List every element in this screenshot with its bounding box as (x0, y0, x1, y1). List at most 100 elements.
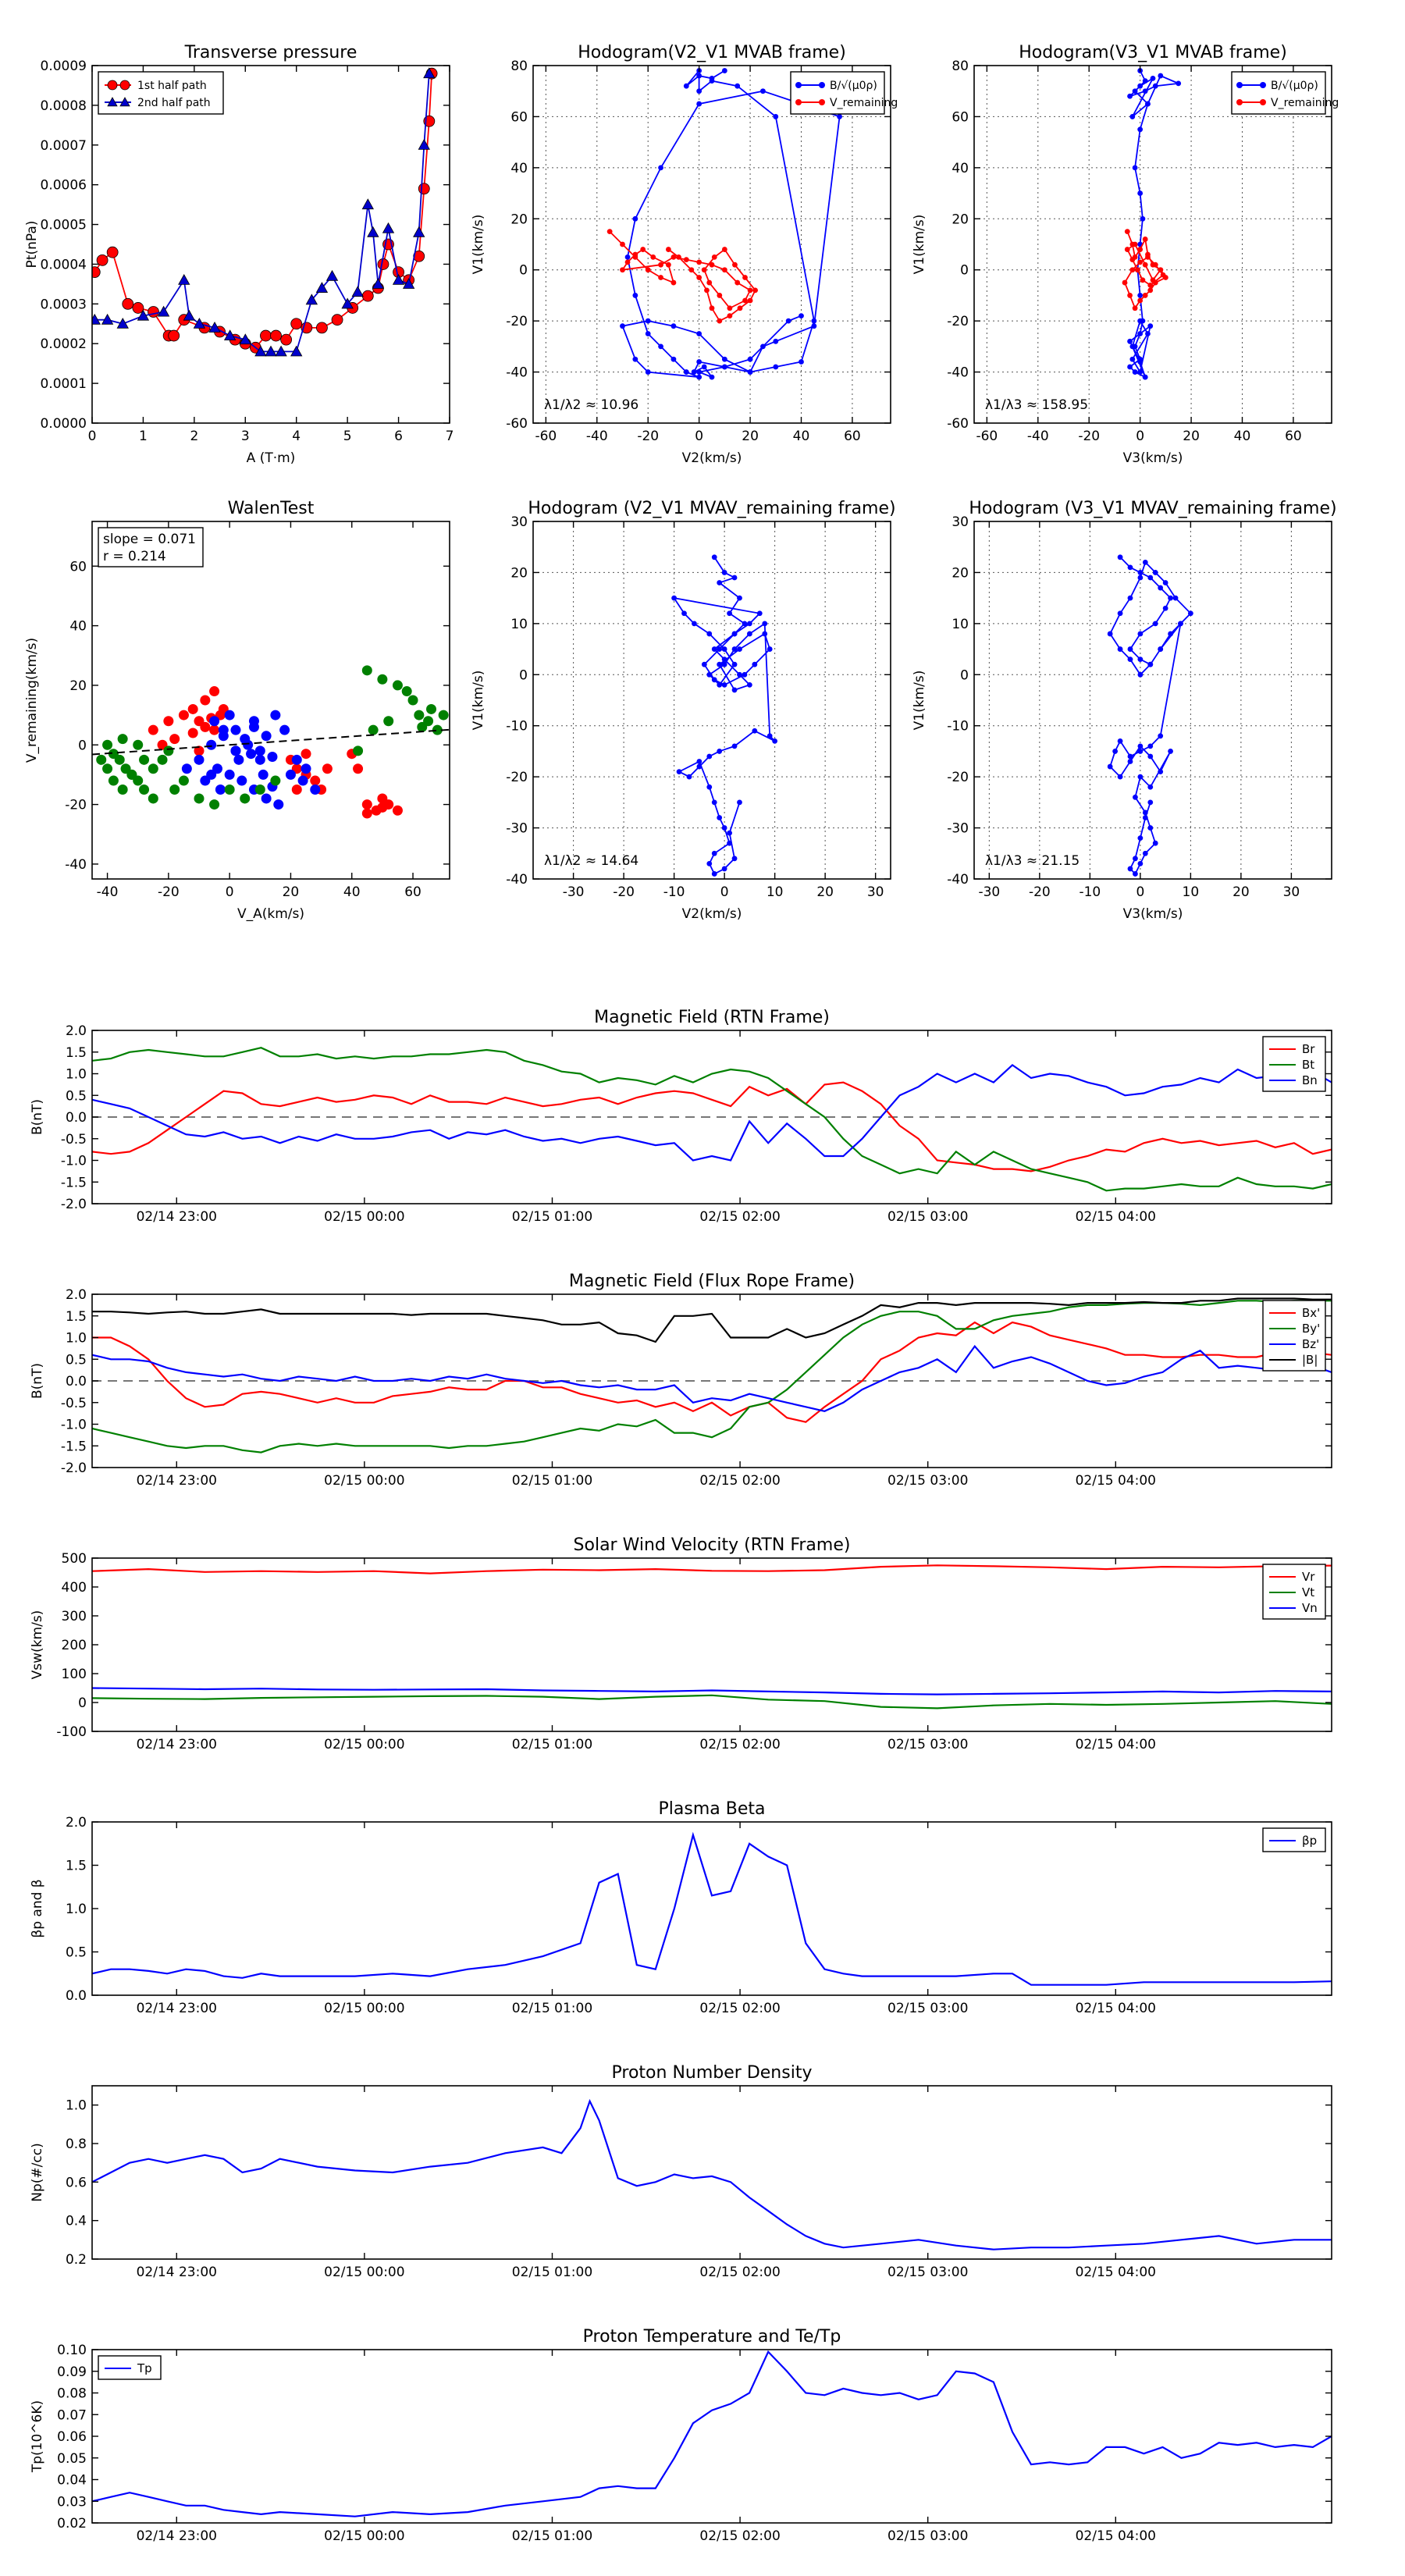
data-point (1127, 595, 1133, 601)
data-point (650, 254, 656, 260)
data-point (1152, 621, 1158, 627)
data-point (392, 273, 405, 285)
y-tick-label: 0.0003 (41, 297, 87, 312)
plot-area (92, 1297, 1332, 1453)
legend-marker (119, 97, 130, 107)
data-point (731, 856, 738, 862)
data-point (811, 318, 817, 324)
x-tick-label: 60 (1285, 429, 1302, 444)
x-tick-label: 0 (88, 429, 97, 444)
data-point (1158, 585, 1164, 591)
data-point (108, 775, 119, 786)
data-point (1152, 840, 1158, 846)
x-tick-label: 60 (844, 429, 861, 444)
data-point (209, 724, 220, 735)
y-tick-label: 10 (951, 617, 969, 632)
data-point (1142, 809, 1148, 816)
y-tick-label: 0.4 (66, 2214, 87, 2229)
data-point (413, 250, 425, 262)
data-point (254, 345, 267, 357)
data-point (1137, 359, 1144, 365)
data-point (1127, 753, 1133, 760)
data-point (1137, 331, 1144, 336)
x-tick-label: 6 (394, 429, 403, 444)
data-point (706, 784, 713, 790)
data-point (1137, 570, 1144, 575)
x-tick-label: -10 (1079, 884, 1101, 900)
y-tick-label: 0 (519, 263, 528, 279)
data-point (1147, 784, 1154, 790)
data-point (301, 749, 311, 760)
data-point (96, 754, 107, 765)
x-tick-label: 7 (446, 429, 454, 444)
data-point (681, 610, 687, 617)
data-point (361, 198, 374, 210)
x-axis-label: V3(km/s) (1123, 906, 1183, 922)
y-tick-label: -30 (506, 821, 528, 837)
x-tick-label: 02/14 23:00 (137, 2001, 217, 2016)
y-tick-label: 30 (510, 514, 528, 530)
data-point (117, 785, 128, 795)
data-point (1137, 126, 1144, 133)
data-point (811, 323, 817, 329)
legend-label: Vn (1302, 1601, 1318, 1615)
data-point (377, 802, 388, 813)
data-point (1112, 749, 1119, 754)
data-point (1129, 257, 1136, 263)
panel-hodogram-v3-v1-mvab: Hodogram(V3_V1 MVAB frame) -60 -40 -20 0 20 40… (912, 43, 1339, 466)
y-tick-label: -40 (506, 872, 528, 888)
data-point (178, 273, 190, 285)
legend-marker (795, 99, 802, 105)
data-point (116, 317, 129, 329)
data-point (683, 369, 689, 375)
data-point (316, 322, 328, 334)
data-point (732, 262, 738, 268)
plot-area (671, 554, 778, 877)
data-point (402, 278, 415, 289)
data-point (760, 88, 766, 94)
data-point (224, 769, 235, 780)
data-point (670, 356, 677, 362)
y-tick-label: 20 (951, 212, 969, 227)
legend-label: |B| (1302, 1353, 1318, 1367)
series-line-0 (94, 73, 432, 349)
axes-frame (91, 2349, 1332, 2524)
data-point (183, 309, 195, 321)
data-point (377, 674, 388, 685)
data-point (200, 721, 211, 732)
data-point (1117, 738, 1123, 744)
y-tick-label: 0.09 (57, 2364, 87, 2380)
data-point (310, 785, 321, 795)
data-point (351, 286, 364, 297)
data-point (696, 73, 702, 79)
data-point (760, 343, 766, 350)
y-tick-label: -100 (56, 1724, 87, 1740)
data-point (178, 775, 189, 786)
data-point (1129, 114, 1136, 119)
axes-frame (91, 521, 450, 880)
y-tick-label: 0.06 (57, 2429, 87, 2445)
data-point (1132, 165, 1138, 171)
y-tick-label: 10 (510, 617, 528, 632)
data-point (194, 745, 205, 756)
legend-label: 2nd half path (137, 97, 211, 109)
data-point (731, 687, 738, 693)
x-tick-label: -20 (158, 884, 180, 900)
data-point (157, 305, 170, 317)
data-point (721, 267, 727, 273)
x-tick-label: 02/15 01:00 (512, 2265, 592, 2280)
data-point (1129, 267, 1136, 273)
y-tick-label: 20 (510, 212, 528, 227)
data-point (243, 739, 254, 750)
axes-frame (91, 65, 450, 424)
data-point (102, 763, 113, 774)
y-tick-label: 0.2 (66, 2252, 87, 2268)
x-tick-label: 20 (1232, 884, 1250, 900)
data-point (1145, 331, 1151, 336)
data-point (701, 267, 707, 273)
data-point (206, 769, 217, 780)
x-tick-label: 30 (1283, 884, 1300, 900)
axes-frame (91, 1821, 1332, 1996)
legend-label: Br (1302, 1042, 1315, 1056)
data-point (341, 297, 354, 309)
